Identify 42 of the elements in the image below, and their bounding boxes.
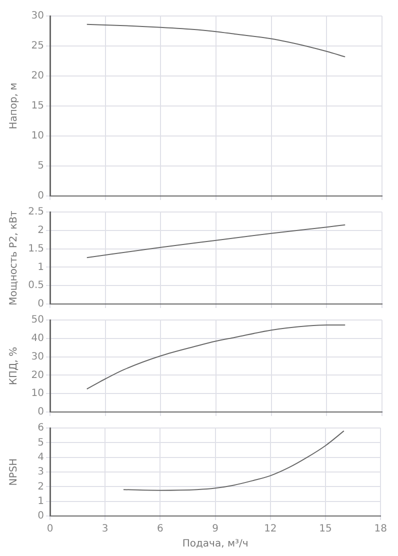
- x-tick-label: 15: [319, 524, 332, 535]
- x-tick-label: 3: [102, 524, 108, 535]
- y-tick-label: 0: [38, 510, 44, 522]
- y-axis-title: КПД, %: [8, 346, 20, 386]
- y-tick-label: 20: [31, 370, 44, 381]
- line-series: [86, 24, 346, 58]
- y-tick-label: 30: [31, 10, 44, 22]
- y-tick-label: 0: [38, 298, 44, 310]
- y-tick-label: 30: [31, 351, 44, 362]
- y-tick-label: 25: [31, 40, 44, 52]
- y-tick-label: 5: [38, 437, 44, 448]
- y-axis-title: Напор, м: [8, 82, 20, 130]
- y-tick-label: 2.5: [28, 206, 44, 218]
- x-tick-label: 12: [264, 524, 277, 535]
- x-axis-title: Подача, м³/ч: [182, 538, 248, 550]
- y-axis-title: Мощность P2, кВт: [8, 210, 20, 306]
- y-tick-label: 40: [31, 332, 44, 344]
- line-series: [86, 224, 346, 258]
- y-tick-label: 15: [31, 100, 44, 112]
- y-tick-label: 1.5: [28, 243, 44, 254]
- x-tick-label: 9: [212, 524, 219, 535]
- y-tick-label: 20: [31, 70, 44, 82]
- y-tick-label: 1: [38, 496, 44, 507]
- x-tick-label: 6: [157, 524, 164, 535]
- x-tick-label: 0: [46, 524, 54, 535]
- y-tick-label: 10: [31, 130, 44, 142]
- line-series: [122, 430, 344, 491]
- y-tick-label: 4: [38, 452, 44, 463]
- y-tick-label: 0: [38, 190, 44, 202]
- y-tick-label: 5: [38, 160, 44, 172]
- y-tick-label: 3: [38, 466, 44, 478]
- y-tick-label: 10: [31, 388, 44, 400]
- y-axis-title: NPSH: [8, 458, 20, 486]
- line-series: [86, 324, 346, 390]
- y-tick-label: 2: [38, 481, 44, 492]
- x-tick-label: 18: [374, 524, 388, 535]
- y-tick-label: 2: [38, 224, 44, 236]
- y-tick-label: 0: [38, 406, 44, 418]
- y-tick-label: 1: [38, 262, 44, 273]
- y-tick-label: 6: [38, 422, 44, 434]
- y-tick-label: 0.5: [28, 280, 44, 292]
- y-tick-label: 50: [31, 314, 44, 326]
